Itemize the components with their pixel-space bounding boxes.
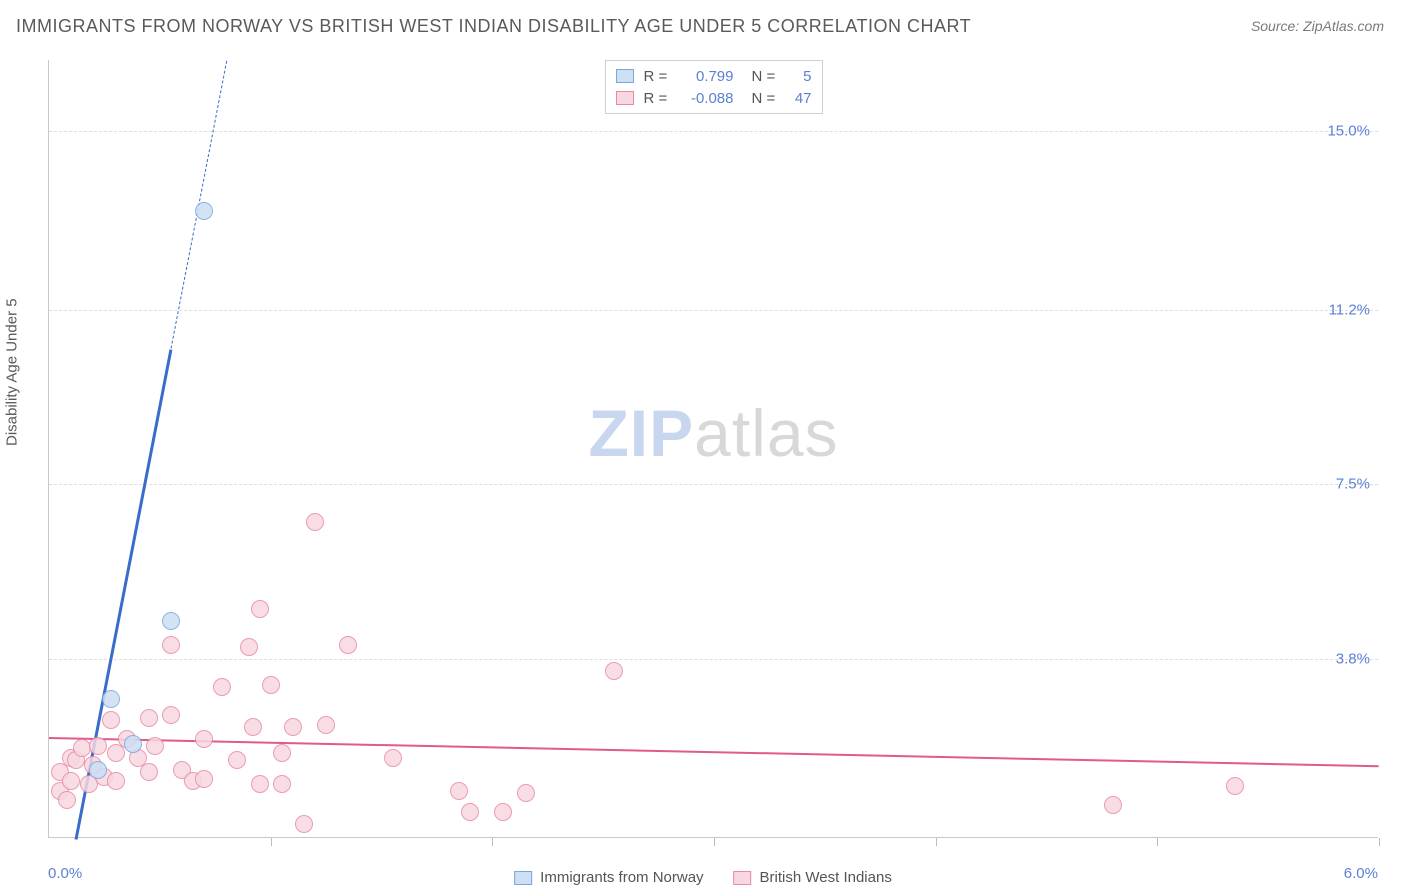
data-point-pink [339, 636, 357, 654]
r-value-blue: 0.799 [678, 68, 734, 85]
x-tick [1157, 838, 1158, 846]
data-point-pink [162, 636, 180, 654]
data-point-pink [240, 638, 258, 656]
data-point-pink [62, 772, 80, 790]
chart-title: IMMIGRANTS FROM NORWAY VS BRITISH WEST I… [16, 16, 971, 37]
legend-swatch-blue [616, 69, 634, 83]
x-tick [714, 838, 715, 846]
data-point-pink [450, 782, 468, 800]
data-point-blue [124, 735, 142, 753]
x-tick [492, 838, 493, 846]
legend-item-blue: Immigrants from Norway [514, 869, 703, 886]
r-value-pink: -0.088 [678, 90, 734, 107]
n-value-pink: 47 [786, 90, 812, 107]
data-point-pink [244, 718, 262, 736]
data-point-pink [58, 791, 76, 809]
y-tick-label: 3.8% [1336, 650, 1370, 667]
data-point-blue [102, 690, 120, 708]
n-label: N = [752, 68, 782, 85]
legend-swatch-pink [616, 91, 634, 105]
gridline [49, 659, 1378, 660]
data-point-blue [89, 761, 107, 779]
x-axis-min-label: 0.0% [48, 865, 82, 882]
legend-row-pink: R = -0.088 N = 47 [616, 87, 812, 109]
data-point-pink [251, 600, 269, 618]
x-tick [936, 838, 937, 846]
data-point-pink [494, 803, 512, 821]
data-point-pink [195, 770, 213, 788]
data-point-pink [461, 803, 479, 821]
data-point-pink [384, 749, 402, 767]
data-point-pink [1104, 796, 1122, 814]
gridline [49, 131, 1378, 132]
data-point-pink [251, 775, 269, 793]
series-legend: Immigrants from Norway British West Indi… [514, 869, 892, 886]
data-point-pink [140, 763, 158, 781]
data-point-pink [213, 678, 231, 696]
chart-container: IMMIGRANTS FROM NORWAY VS BRITISH WEST I… [0, 0, 1406, 892]
data-point-pink [107, 772, 125, 790]
data-point-pink [140, 709, 158, 727]
x-axis-max-label: 6.0% [1344, 865, 1378, 882]
data-point-pink [284, 718, 302, 736]
data-point-pink [228, 751, 246, 769]
y-tick-label: 15.0% [1327, 122, 1370, 139]
correlation-legend: R = 0.799 N = 5 R = -0.088 N = 47 [605, 60, 823, 114]
data-point-pink [89, 737, 107, 755]
data-point-pink [273, 775, 291, 793]
data-point-pink [317, 716, 335, 734]
data-point-pink [273, 744, 291, 762]
r-label: R = [644, 90, 674, 107]
data-point-pink [262, 676, 280, 694]
data-point-pink [1226, 777, 1244, 795]
data-point-blue [195, 202, 213, 220]
y-axis-title: Disability Age Under 5 [4, 298, 21, 446]
data-point-pink [162, 706, 180, 724]
data-point-pink [195, 730, 213, 748]
gridline [49, 484, 1378, 485]
legend-label-blue: Immigrants from Norway [540, 869, 703, 886]
gridline [49, 310, 1378, 311]
legend-label-pink: British West Indians [760, 869, 892, 886]
legend-swatch-pink-icon [734, 871, 752, 885]
data-point-pink [517, 784, 535, 802]
trend-line [49, 737, 1379, 767]
data-point-pink [146, 737, 164, 755]
watermark-atlas: atlas [694, 396, 838, 470]
data-point-pink [605, 662, 623, 680]
y-tick-label: 11.2% [1329, 301, 1370, 318]
data-point-blue [162, 612, 180, 630]
legend-swatch-blue-icon [514, 871, 532, 885]
n-label: N = [752, 90, 782, 107]
r-label: R = [644, 68, 674, 85]
legend-item-pink: British West Indians [734, 869, 892, 886]
n-value-blue: 5 [786, 68, 812, 85]
data-point-pink [306, 513, 324, 531]
data-point-pink [102, 711, 120, 729]
x-tick [271, 838, 272, 846]
x-tick [1379, 838, 1380, 846]
plot-area: ZIPatlas R = 0.799 N = 5 R = -0.088 N = … [48, 60, 1378, 838]
chart-source: Source: ZipAtlas.com [1251, 18, 1384, 34]
data-point-pink [295, 815, 313, 833]
legend-row-blue: R = 0.799 N = 5 [616, 65, 812, 87]
watermark-zip: ZIP [588, 396, 694, 470]
watermark: ZIPatlas [588, 395, 838, 471]
y-tick-label: 7.5% [1336, 476, 1370, 493]
